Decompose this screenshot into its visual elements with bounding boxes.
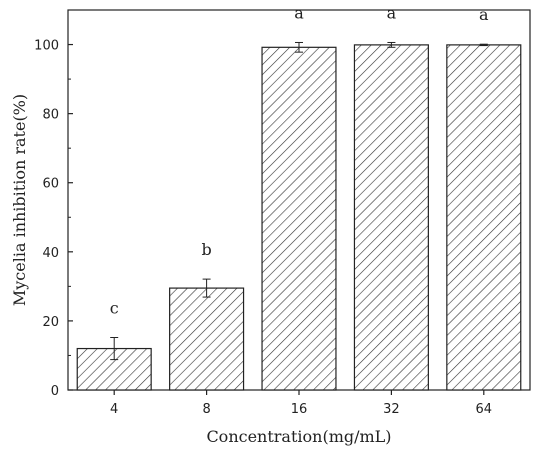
x-tick-label: 4 — [110, 402, 118, 417]
significance-label: a — [479, 5, 489, 24]
y-axis-title: Mycelia inhibition rate(%) — [10, 94, 29, 306]
bar-8 — [169, 287, 245, 391]
y-tick-label: 20 — [42, 315, 59, 330]
x-tick-label: 8 — [202, 402, 210, 417]
x-tick-label: 64 — [476, 402, 493, 417]
bar-16 — [261, 46, 337, 391]
x-tick-label: 16 — [291, 402, 308, 417]
significance-label: c — [110, 298, 119, 317]
bar-32 — [353, 44, 429, 391]
y-tick-label: 40 — [42, 246, 59, 261]
x-axis-title: Concentration(mg/mL) — [206, 427, 391, 446]
significance-label: b — [201, 240, 211, 259]
significance-label: a — [387, 3, 397, 22]
y-tick-label: 60 — [42, 177, 59, 192]
y-tick-label: 80 — [42, 108, 59, 123]
x-tick-label: 32 — [383, 402, 400, 417]
bar-64 — [446, 44, 522, 391]
significance-label: a — [294, 3, 304, 22]
y-tick-label: 100 — [34, 39, 59, 54]
y-tick-label: 0 — [51, 384, 59, 399]
